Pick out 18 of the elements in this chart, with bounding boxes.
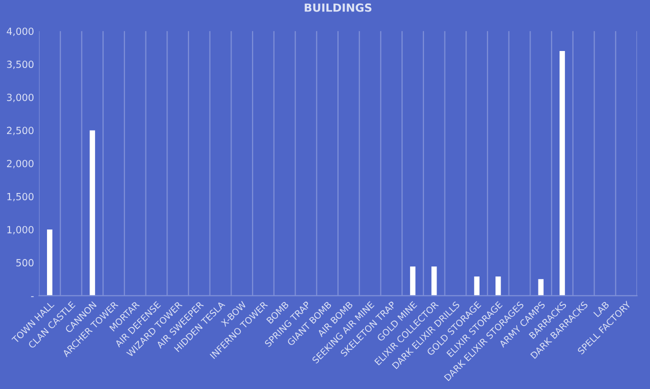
y-tick-label: 3,500	[7, 60, 34, 70]
bar	[538, 279, 544, 296]
bar	[90, 130, 96, 296]
y-tick-label: 3,000	[7, 94, 34, 102]
y-tick-label: 4,000	[6, 28, 34, 36]
bar	[47, 230, 52, 296]
y-tick-label: 2,500	[7, 126, 34, 136]
chart-title: BUILDINGS	[304, 3, 372, 12]
bar	[474, 276, 480, 296]
bar	[410, 266, 416, 296]
bar	[496, 276, 501, 296]
y-tick-label: 2,000	[7, 160, 34, 168]
bar	[560, 50, 565, 296]
y-tick-label: -	[31, 296, 34, 298]
y-tick-label: 500	[16, 259, 34, 266]
y-tick-label: 1,500	[7, 192, 34, 202]
bar	[431, 266, 437, 296]
y-tick-label: 1,000	[7, 226, 34, 234]
